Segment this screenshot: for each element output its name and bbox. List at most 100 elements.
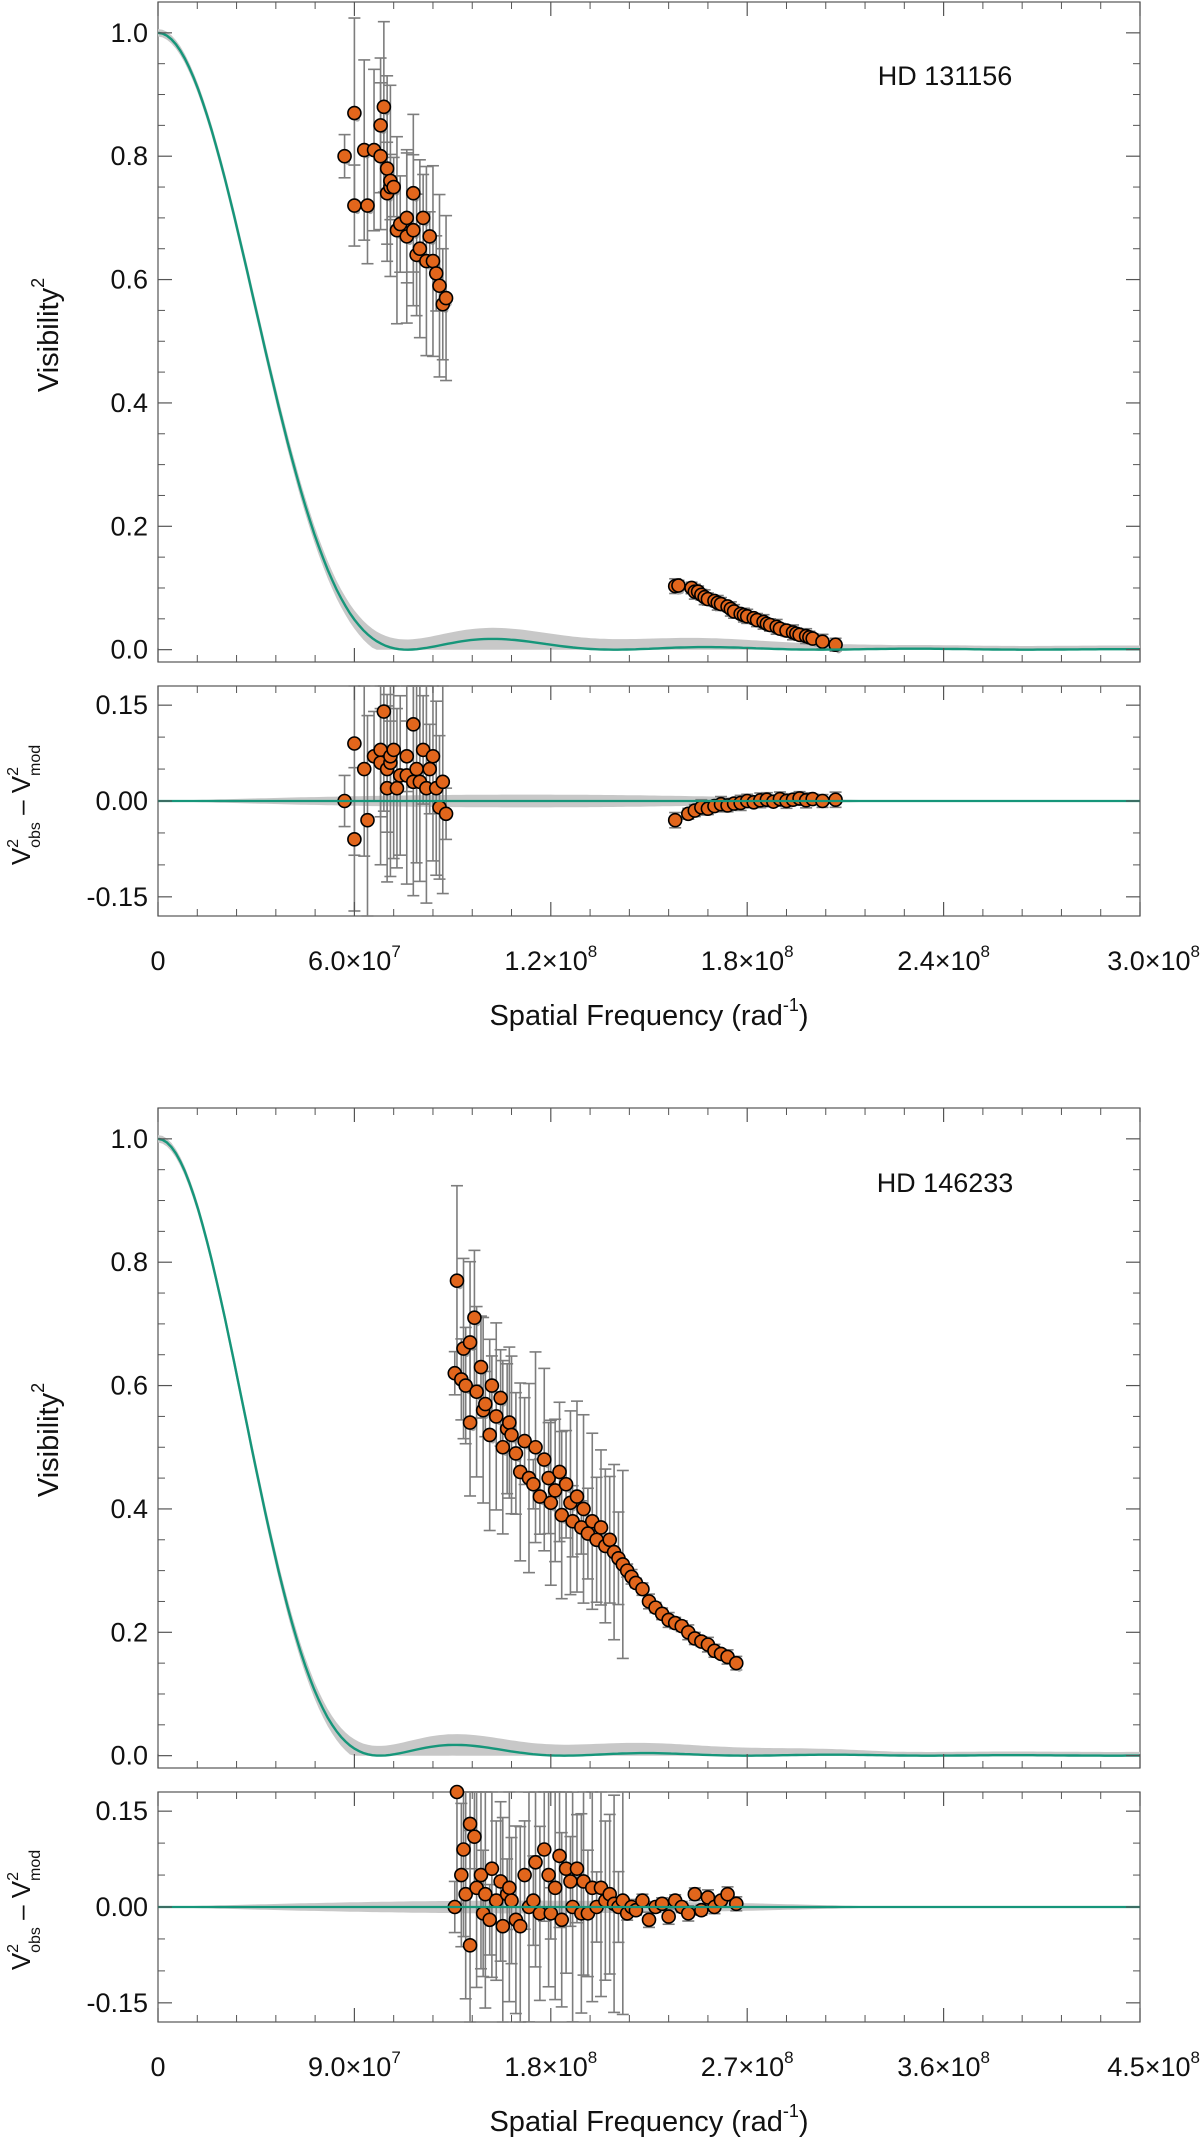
data-point: [376, 99, 392, 115]
data-point: [473, 1359, 489, 1375]
residual-panel: -0.15 0.00 0.15 V2 obs – V2 mod: [5, 685, 1141, 917]
residual-point: [389, 780, 405, 796]
data-point: [576, 1501, 591, 1517]
data-point: [541, 1470, 556, 1486]
x-axis-label: Spatial Frequency (rad-1): [489, 995, 808, 1032]
residual-y-tick-label: -0.15: [86, 882, 148, 912]
residual-point: [399, 748, 415, 764]
data-point: [347, 105, 362, 121]
residual-y-axis-label: V2 obs – V2 mod: [5, 1850, 44, 1970]
residual-y-tick-label: 0.15: [95, 1796, 148, 1826]
residual-y-tick-label: 0.15: [95, 690, 148, 720]
y-tick-label: 0.2: [110, 1617, 148, 1647]
main-plot-marks: [157, 1135, 1140, 1757]
x-tick-label: 2.7×108: [701, 2048, 794, 2082]
data-point: [462, 1335, 478, 1350]
x-tick-label: 1.2×108: [504, 942, 597, 976]
residual-point: [512, 1918, 528, 1934]
main-plot-frame: [157, 1, 1141, 663]
residual-point: [356, 761, 372, 777]
data-point: [425, 253, 441, 269]
y-axis-label: Visibility2: [28, 1383, 65, 1497]
residual-plot-marks: [158, 685, 1140, 917]
residual-point: [435, 774, 451, 790]
main-panel: 0.0 0.2 0.4 0.6 0.8 1.0 HD 131156 Visibility2: [28, 1, 1141, 665]
data-point: [593, 1520, 609, 1535]
main-plot-frame: [157, 1107, 1141, 1769]
data-point: [602, 1532, 618, 1548]
residual-point: [347, 832, 362, 847]
residual-point: [536, 1842, 552, 1857]
chart-hd131156: 0.0 0.2 0.4 0.6 0.8 1.0 HD 131156 Visibility2…: [5, 1, 1200, 1032]
residual-point: [456, 1842, 471, 1857]
y-tick-label: 0.2: [110, 511, 148, 541]
residual-point: [526, 1893, 541, 1908]
residual-point: [449, 1784, 465, 1800]
residual-point: [467, 1829, 482, 1845]
residual-point: [687, 1886, 703, 1902]
y-axis-label: Visibility2: [28, 278, 65, 392]
data-point: [428, 266, 444, 281]
data-point: [635, 1581, 650, 1597]
residual-y-tick-label: 0.00: [95, 1892, 148, 1922]
y-tick-label: 0.8: [110, 141, 148, 171]
x-tick-label: 4.5×108: [1107, 2048, 1200, 2082]
main-y-ticks: 0.0 0.2 0.4 0.6 0.8 1.0: [110, 18, 1140, 665]
data-point: [547, 1483, 563, 1498]
residual-point: [438, 806, 454, 822]
x-tick-label: 0: [150, 2052, 165, 2082]
x-ticks: 0 6.0×107 1.2×108 1.8×108 2.4×108 3.0×108: [150, 2, 1200, 976]
residual-point: [728, 1896, 744, 1912]
data-point: [526, 1476, 541, 1492]
data-point: [422, 229, 437, 244]
x-ticks: 0 9.0×107 1.8×108 2.7×108 3.6×108 4.5×108: [150, 1108, 1200, 2082]
residual-y-tick-label: -0.15: [86, 1988, 148, 2018]
residual-point: [454, 1867, 469, 1883]
x-tick-label: 3.0×108: [1107, 942, 1200, 976]
data-point: [415, 210, 431, 226]
x-tick-label: 6.0×107: [308, 942, 401, 976]
x-tick-label: 2.4×108: [897, 942, 990, 976]
y-tick-label: 0.0: [110, 1741, 148, 1771]
x-tick-label: 0: [150, 946, 165, 976]
residual-point: [484, 1861, 500, 1876]
data-point: [406, 185, 421, 201]
data-point: [517, 1433, 532, 1449]
data-point: [484, 1378, 500, 1393]
y-tick-label: 0.6: [110, 1371, 148, 1401]
x-tick-label: 3.6×108: [897, 2048, 990, 2082]
residual-point: [406, 717, 421, 732]
residual-y-ticks: -0.15 0.00 0.15: [86, 1796, 1140, 2018]
main-plot-marks: [157, 17, 1140, 654]
residual-point: [552, 1848, 567, 1864]
residual-point: [569, 1861, 585, 1876]
residual-point: [828, 792, 843, 808]
residual-point: [661, 1909, 676, 1924]
residual-point: [694, 1902, 709, 1918]
residual-point: [473, 1867, 489, 1883]
residual-point: [641, 1912, 657, 1928]
data-point: [482, 1427, 497, 1443]
residual-point: [458, 1886, 473, 1902]
residual-point: [409, 761, 424, 777]
data-point: [828, 637, 843, 653]
residual-point: [347, 736, 362, 751]
data-point: [478, 1396, 493, 1412]
y-tick-label: 0.4: [110, 1494, 148, 1524]
residual-point: [547, 1880, 563, 1896]
data-point: [536, 1452, 552, 1467]
data-point: [554, 1507, 570, 1523]
data-point: [469, 1384, 484, 1400]
residual-plot-marks: [158, 1784, 1140, 2023]
x-tick-label: 1.8×108: [504, 2048, 597, 2082]
data-point: [438, 290, 454, 306]
main-panel: 0.0 0.2 0.4 0.6 0.8 1.0 HD 146233 Visibility2: [28, 1107, 1141, 1771]
data-point: [337, 148, 352, 164]
data-point: [532, 1489, 548, 1504]
data-point: [558, 1476, 574, 1492]
data-point: [458, 1378, 473, 1393]
residual-point: [482, 1912, 497, 1928]
star-annotation: HD 146233: [877, 1168, 1014, 1198]
data-points: [447, 1273, 744, 1671]
